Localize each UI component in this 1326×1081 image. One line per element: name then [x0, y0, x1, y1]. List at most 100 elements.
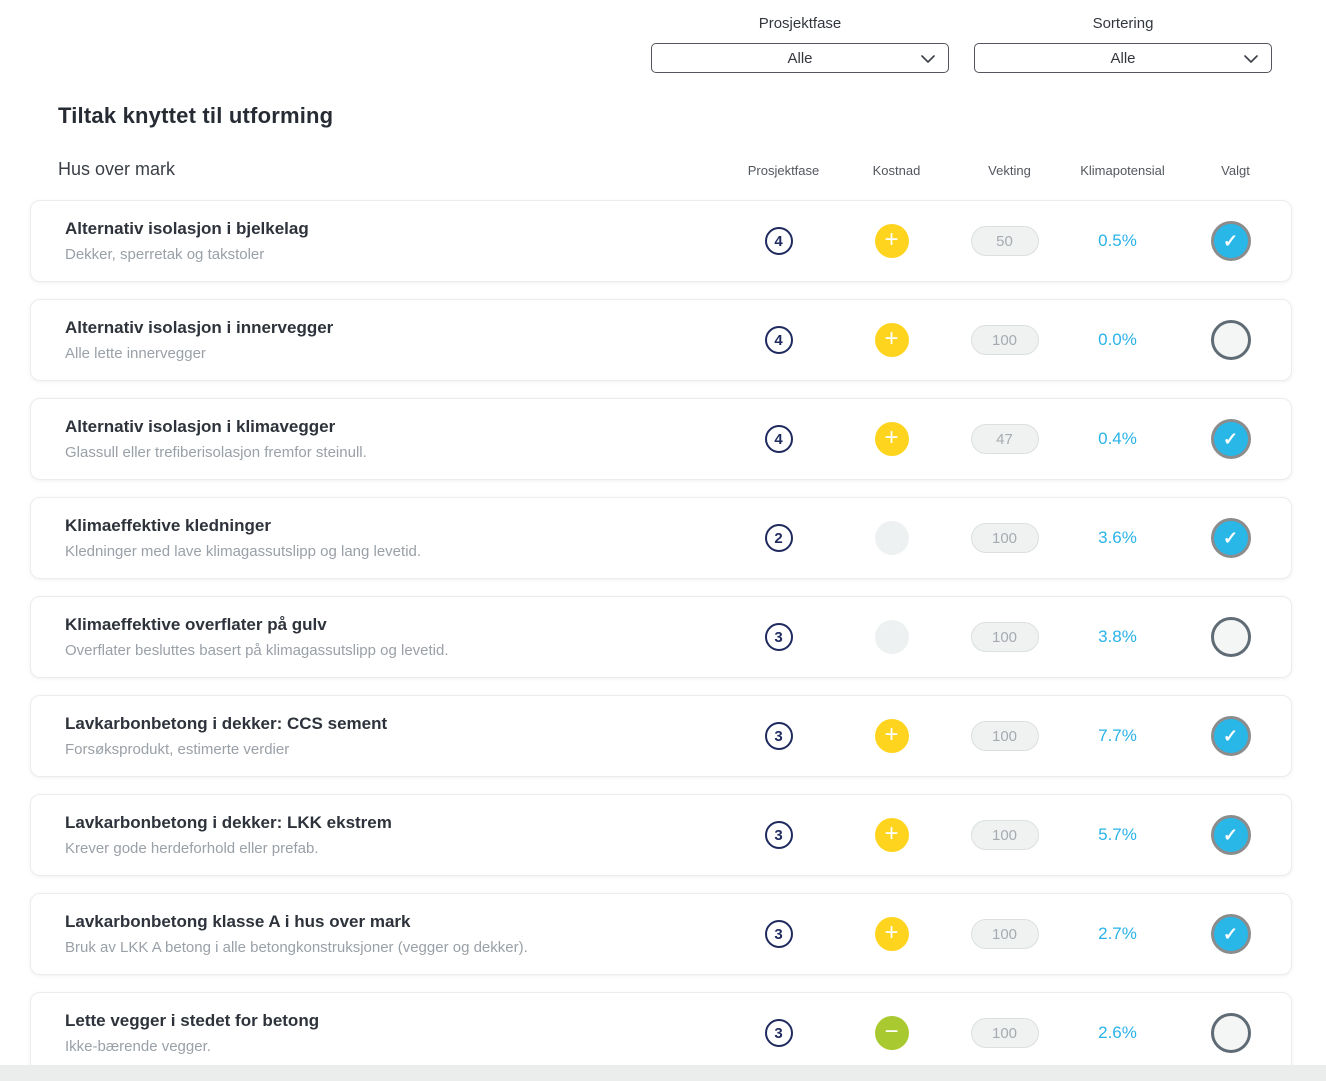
prosjektfase-cell: 4 — [722, 326, 835, 354]
tiltak-text: Lavkarbonbetong i dekker: CCS sement For… — [31, 714, 722, 758]
tiltak-row: Lavkarbonbetong i dekker: LKK ekstrem Kr… — [30, 794, 1292, 876]
phase-number-badge: 3 — [764, 1019, 793, 1047]
klimapotensial-value: 0.4% — [1098, 429, 1137, 448]
sortering-select[interactable]: Alle — [974, 43, 1272, 73]
vekting-input[interactable] — [970, 721, 1039, 751]
kostnad-cell: + — [835, 422, 948, 456]
vekting-input[interactable] — [970, 820, 1039, 850]
vekting-cell — [948, 919, 1061, 949]
tiltak-title: Alternativ isolasjon i klimavegger — [65, 417, 336, 436]
klimapotensial-cell: 0.5% — [1061, 231, 1174, 251]
klimapotensial-value: 0.5% — [1098, 231, 1137, 250]
vekting-cell — [948, 424, 1061, 454]
column-header-prosjektfase: Prosjektfase — [747, 163, 820, 178]
column-header-klimapotensial: Klimapotensial — [1080, 163, 1165, 178]
phase-number-badge: 3 — [764, 623, 793, 651]
check-icon: ✓ — [1222, 725, 1239, 746]
tiltak-title: Klimaeffektive overflater på gulv — [65, 615, 327, 634]
valgt-cell: ✓ — [1174, 320, 1287, 360]
tiltak-text: Klimaeffektive kledninger Kledninger med… — [31, 516, 722, 560]
valgt-cell: ✓ — [1174, 914, 1287, 954]
column-header-kostnad: Kostnad — [872, 163, 921, 178]
valgt-cell: ✓ — [1174, 419, 1287, 459]
kostnad-cell: + — [835, 323, 948, 357]
cost-increase-icon: + — [874, 422, 909, 456]
vekting-input[interactable] — [970, 1018, 1039, 1048]
page-title: Tiltak knyttet til utforming — [58, 103, 334, 128]
vekting-input[interactable] — [970, 226, 1039, 256]
valgt-toggle[interactable]: ✓ — [1210, 518, 1251, 558]
phase-number-badge: 2 — [764, 524, 793, 552]
tiltak-text: Alternativ isolasjon i innervegger Alle … — [31, 318, 722, 362]
cost-decrease-icon: − — [874, 1016, 909, 1050]
tiltak-row: Alternativ isolasjon i innervegger Alle … — [30, 299, 1292, 381]
kostnad-cell: + — [835, 224, 948, 258]
klimapotensial-value: 2.7% — [1098, 924, 1137, 943]
column-header-vekting: Vekting — [988, 163, 1031, 178]
next-section-strip — [0, 1065, 1326, 1081]
prosjektfase-select[interactable]: Alle — [651, 43, 949, 73]
vekting-input[interactable] — [970, 523, 1039, 553]
vekting-cell — [948, 325, 1061, 355]
valgt-toggle[interactable]: ✓ — [1210, 1013, 1251, 1053]
valgt-cell: ✓ — [1174, 815, 1287, 855]
vekting-input[interactable] — [970, 424, 1039, 454]
kostnad-cell: + — [835, 917, 948, 951]
phase-number-badge: 3 — [764, 920, 793, 948]
valgt-toggle[interactable]: ✓ — [1210, 320, 1251, 360]
tiltak-subtitle: Bruk av LKK A betong i alle betongkonstr… — [65, 939, 528, 956]
klimapotensial-cell: 2.7% — [1061, 924, 1174, 944]
tiltak-row: Klimaeffektive kledninger Kledninger med… — [30, 497, 1292, 579]
prosjektfase-cell: 3 — [722, 920, 835, 948]
sortering-filter-label: Sortering — [1092, 15, 1154, 32]
valgt-toggle[interactable]: ✓ — [1210, 419, 1251, 459]
filter-bar: Prosjektfase Alle Sortering Alle — [0, 0, 1326, 73]
prosjektfase-filter: Prosjektfase Alle — [651, 15, 949, 73]
phase-number-badge: 3 — [764, 722, 793, 750]
tiltak-row: Lavkarbonbetong klasse A i hus over mark… — [30, 893, 1292, 975]
prosjektfase-cell: 4 — [722, 425, 835, 453]
valgt-cell: ✓ — [1174, 221, 1287, 261]
chevron-down-icon — [1244, 55, 1258, 63]
phase-number-badge: 4 — [764, 326, 793, 354]
rows-container: Alternativ isolasjon i bjelkelag Dekker,… — [30, 200, 1292, 1074]
klimapotensial-value: 3.8% — [1098, 627, 1137, 646]
klimapotensial-value: 0.0% — [1098, 330, 1137, 349]
cost-increase-icon: + — [874, 818, 909, 852]
tiltak-title: Lavkarbonbetong i dekker: LKK ekstrem — [65, 813, 392, 832]
tiltak-subtitle: Krever gode herdeforhold eller prefab. — [65, 840, 319, 857]
cost-neutral-icon — [874, 521, 909, 555]
tiltak-row: Lavkarbonbetong i dekker: CCS sement For… — [30, 695, 1292, 777]
tiltak-list: Hus over mark Prosjektfase Kostnad Vekti… — [30, 159, 1292, 1074]
valgt-toggle[interactable]: ✓ — [1210, 716, 1251, 756]
tiltak-subtitle: Kledninger med lave klimagassutslipp og … — [65, 543, 422, 560]
column-header-valgt: Valgt — [1221, 163, 1250, 178]
list-header: Hus over mark Prosjektfase Kostnad Vekti… — [30, 159, 1292, 180]
tiltak-title: Alternativ isolasjon i innervegger — [65, 318, 334, 337]
tiltak-subtitle: Glassull eller trefiberisolasjon fremfor… — [65, 444, 367, 461]
section-title: Hus over mark — [58, 159, 176, 179]
valgt-toggle[interactable]: ✓ — [1210, 815, 1251, 855]
klimapotensial-cell: 3.6% — [1061, 528, 1174, 548]
tiltak-text: Alternativ isolasjon i klimavegger Glass… — [31, 417, 722, 461]
prosjektfase-cell: 3 — [722, 623, 835, 651]
cost-increase-icon: + — [874, 323, 909, 357]
chevron-down-icon — [921, 55, 935, 63]
prosjektfase-cell: 3 — [722, 1019, 835, 1047]
tiltak-subtitle: Forsøksprodukt, estimerte verdier — [65, 741, 290, 758]
vekting-input[interactable] — [970, 622, 1039, 652]
valgt-toggle[interactable]: ✓ — [1210, 914, 1251, 954]
valgt-toggle[interactable]: ✓ — [1210, 617, 1251, 657]
vekting-input[interactable] — [970, 325, 1039, 355]
vekting-input[interactable] — [970, 919, 1039, 949]
tiltak-row: Alternativ isolasjon i bjelkelag Dekker,… — [30, 200, 1292, 282]
valgt-cell: ✓ — [1174, 518, 1287, 558]
valgt-toggle[interactable]: ✓ — [1210, 221, 1251, 261]
kostnad-cell: + — [835, 818, 948, 852]
tiltak-text: Alternativ isolasjon i bjelkelag Dekker,… — [31, 219, 722, 263]
klimapotensial-value: 5.7% — [1098, 825, 1137, 844]
tiltak-row: Lette vegger i stedet for betong Ikke-bæ… — [30, 992, 1292, 1074]
tiltak-subtitle: Dekker, sperretak og takstoler — [65, 246, 265, 263]
kostnad-cell: + — [835, 719, 948, 753]
tiltak-row: Klimaeffektive overflater på gulv Overfl… — [30, 596, 1292, 678]
